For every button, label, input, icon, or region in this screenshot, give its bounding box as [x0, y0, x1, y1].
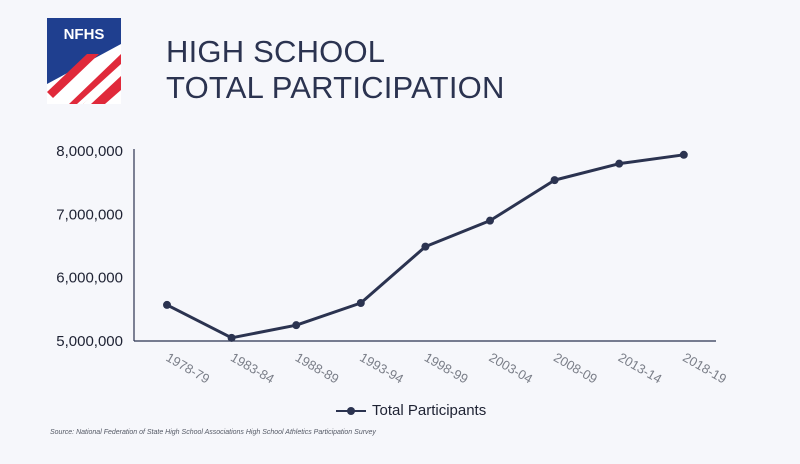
chart-title: HIGH SCHOOL TOTAL PARTICIPATION: [166, 34, 505, 106]
data-point: [421, 242, 430, 251]
data-point: [356, 299, 365, 307]
data-point: [292, 321, 301, 330]
x-tick-label: 2008-09: [551, 350, 600, 387]
legend-line-marker: [336, 405, 366, 417]
legend-label: Total Participants: [372, 402, 487, 419]
data-point: [163, 300, 171, 309]
title-line-1: HIGH SCHOOL: [166, 34, 386, 69]
x-tick-label: 1998-99: [422, 350, 471, 387]
logo-text: NFHS: [64, 26, 105, 43]
y-tick-label: 5,000,000: [56, 333, 123, 350]
data-point: [550, 176, 559, 185]
y-tick-label: 6,000,000: [56, 270, 123, 287]
x-tick-label: 1978-79: [164, 350, 213, 387]
x-tick-label: 1983-84: [228, 350, 277, 387]
x-tick-label: 2003-04: [487, 350, 536, 387]
x-tick-label: 1993-94: [357, 350, 406, 387]
x-tick-label: 1988-89: [293, 350, 342, 387]
y-tick-label: 8,000,000: [56, 143, 123, 160]
title-line-2: TOTAL PARTICIPATION: [166, 70, 505, 105]
data-point: [486, 216, 494, 225]
x-tick-label: 2013-14: [616, 350, 665, 387]
x-tick-label: 2018-19: [680, 350, 729, 387]
nfhs-logo: NFHS: [47, 18, 121, 104]
y-tick-label: 7,000,000: [56, 206, 123, 223]
data-point: [679, 150, 688, 159]
source-note: Source: National Federation of State Hig…: [50, 429, 376, 436]
legend: Total Participants: [336, 402, 486, 419]
data-point: [227, 333, 236, 342]
data-point: [615, 159, 624, 168]
